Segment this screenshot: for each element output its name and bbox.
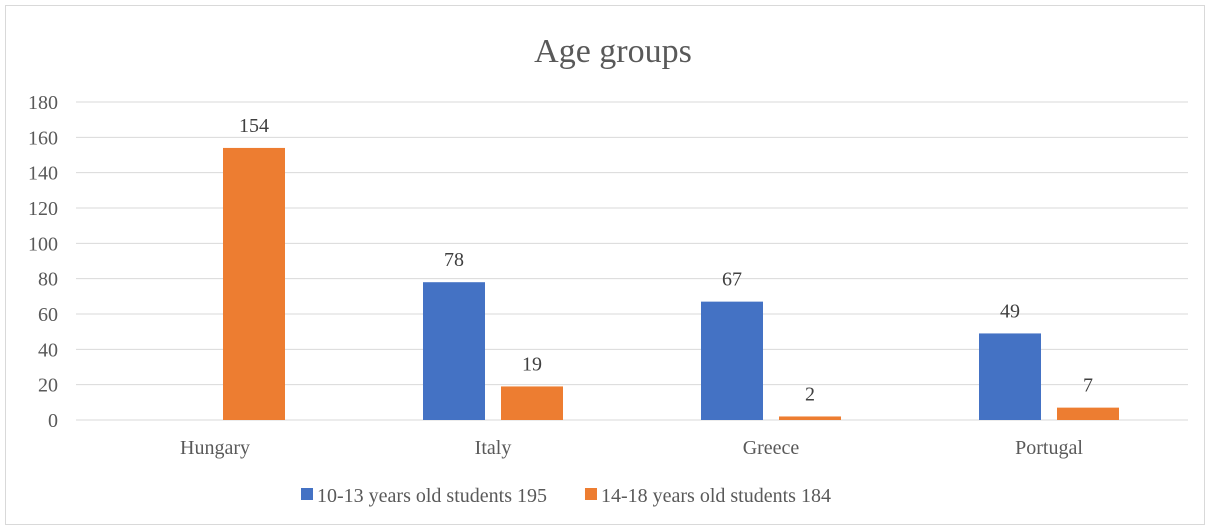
y-tick-label: 100 [28, 233, 58, 255]
bar-greece-series-1 [701, 301, 763, 420]
data-label: 78 [444, 249, 464, 271]
data-label: 7 [1083, 375, 1093, 397]
data-label: 19 [522, 353, 542, 375]
legend-entry: 14-18 years old students 184 [601, 485, 831, 507]
data-label: 2 [805, 383, 815, 405]
y-axis-ticks: 0 20 40 60 80 100 120 140 160 180 [28, 92, 58, 432]
legend: 10-13 years old students 195 14-18 years … [301, 485, 831, 507]
y-tick-label: 20 [38, 375, 58, 397]
data-label: 49 [1000, 300, 1020, 322]
bar-chart: Age groups 0 20 40 60 80 100 120 140 160 180 154 7… [28, 33, 1188, 507]
data-label: 154 [239, 115, 269, 137]
category-label: Greece [743, 437, 800, 459]
chart-title: Age groups [534, 33, 692, 70]
legend-entry: 10-13 years old students 195 [317, 485, 547, 507]
category-label: Portugal [1015, 437, 1083, 459]
data-labels: 154 78 19 67 2 49 7 [239, 115, 1093, 406]
data-label: 67 [722, 269, 742, 291]
bar-greece-series-2 [779, 416, 841, 420]
bar-italy-series-2 [501, 386, 563, 420]
y-tick-label: 60 [38, 304, 58, 326]
category-label: Hungary [180, 437, 250, 459]
legend-swatch [301, 488, 313, 500]
chart-frame: Age groups 0 20 40 60 80 100 120 140 160 180 154 7… [5, 5, 1205, 525]
bars [223, 147, 1119, 420]
bar-hungary-series-2 [223, 147, 285, 420]
bar-italy-series-1 [423, 282, 485, 420]
y-tick-label: 140 [28, 163, 58, 185]
y-tick-label: 160 [28, 127, 58, 149]
legend-swatch [584, 488, 597, 500]
y-tick-label: 40 [38, 339, 58, 361]
x-axis-categories: Hungary Italy Greece Portugal [180, 437, 1083, 459]
bar-portugal-series-1 [979, 333, 1041, 420]
y-tick-label: 120 [28, 198, 58, 220]
category-label: Italy [475, 437, 512, 459]
y-tick-label: 80 [38, 269, 58, 291]
y-tick-label: 180 [28, 92, 58, 114]
y-tick-label: 0 [48, 410, 58, 432]
bar-portugal-series-2 [1057, 407, 1119, 420]
